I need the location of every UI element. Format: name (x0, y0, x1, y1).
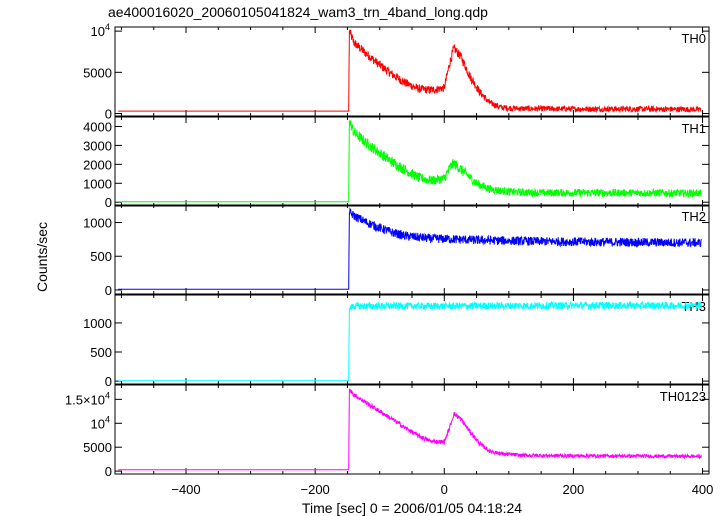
chart-title: ae400016020_20060105041824_wam3_trn_4ban… (108, 4, 488, 20)
x-tick-label: 0 (441, 482, 448, 497)
y-tick-label: 500 (90, 345, 112, 360)
series-line-th0 (118, 28, 702, 114)
chart-panels: 10 450000TH040003000200010000TH110005000T… (65, 22, 714, 497)
panel-th1: 4000 3000 2000 1000 0 TH1 (83, 116, 710, 210)
y-tick-label: 4000 (83, 119, 112, 134)
x-tick-label: −400 (171, 482, 200, 497)
y-tick-label: 2000 (83, 157, 112, 172)
y-tick-label: 1000 (83, 316, 112, 331)
y-tick-label: 1000 (83, 216, 112, 231)
x-tick-label: −200 (301, 482, 330, 497)
panel-frame (114, 26, 710, 117)
panel-label-th2: TH2 (681, 209, 706, 224)
y-tick-label: 10 (91, 416, 105, 431)
y-tick-label: 3000 (83, 138, 112, 153)
panel-frame (114, 204, 710, 295)
y-tick-exponent: 4 (105, 414, 110, 424)
panel-label-th0123: TH0123 (660, 389, 706, 404)
series-line-th1 (118, 120, 702, 203)
y-tick-label: 5000 (83, 65, 112, 80)
series-line-th2 (118, 207, 702, 290)
y-tick-exponent: 4 (105, 390, 110, 400)
y-tick-exponent: 4 (105, 22, 110, 32)
panel-th2: 1000 500 0 TH2 (83, 204, 710, 298)
x-tick-label: 200 (563, 482, 585, 497)
series-line-th0123 (118, 388, 702, 471)
y-tick-label: 1.5×10 (65, 392, 105, 407)
y-tick-label: 500 (90, 249, 112, 264)
y-tick-label: 0 (105, 195, 112, 210)
y-tick-label: 0 (105, 464, 112, 479)
panel-label-th0: TH0 (681, 31, 706, 46)
panel-frame (114, 116, 710, 207)
y-tick-label: 5000 (83, 440, 112, 455)
panel-th0: 10 4 5000 0 TH0 (83, 22, 710, 122)
y-tick-label: 1000 (83, 176, 112, 191)
series-line-th3 (118, 300, 702, 382)
y-tick-label: 0 (105, 374, 112, 389)
y-tick-label: 10 (91, 24, 105, 39)
y-tick-label: 0 (105, 283, 112, 298)
panel-label-th1: TH1 (681, 121, 706, 136)
x-axis-label: Time [sec] 0 = 2006/01/05 04:18:24 (302, 500, 522, 516)
y-tick-label: 0 (105, 107, 112, 122)
x-tick-label: 400 (692, 482, 714, 497)
panel-frame (114, 384, 710, 475)
y-axis-label: Counts/sec (34, 222, 50, 292)
